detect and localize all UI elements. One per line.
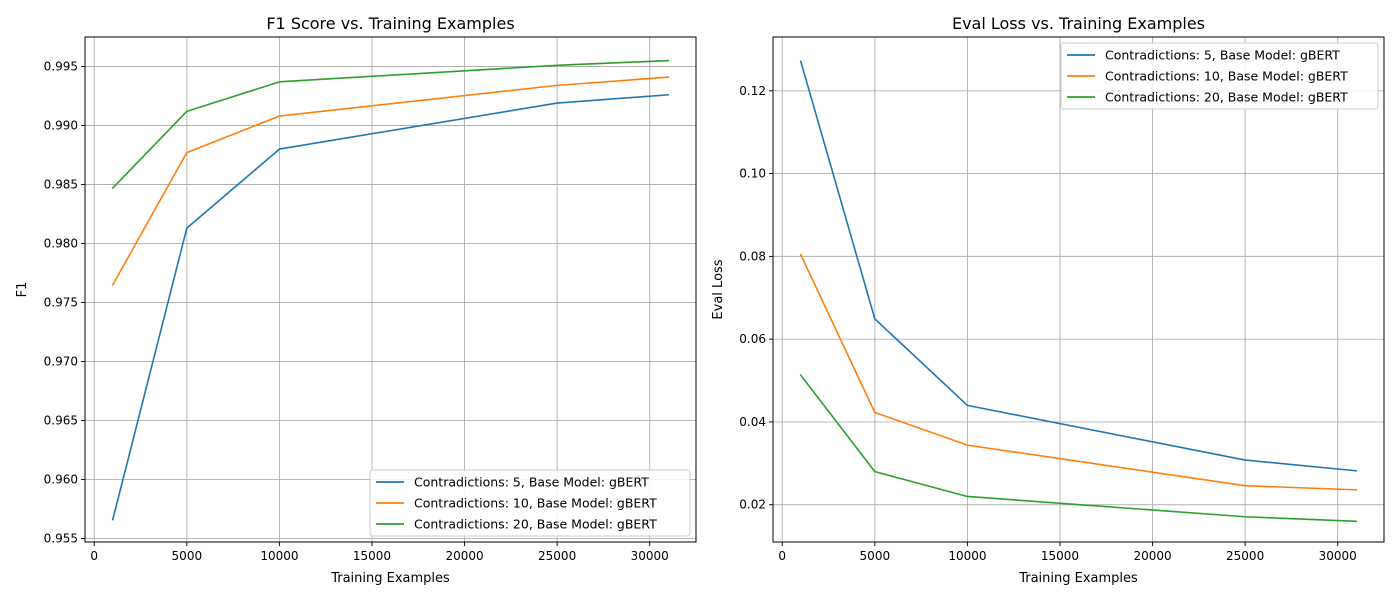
series-line-3 [111,59,670,190]
x-tick-label: 30000 [1319,549,1357,563]
x-tick-label: 20000 [1133,549,1171,563]
x-tick-label: 25000 [538,549,576,563]
legend-item: Contradictions: 20, Base Model: gBERT [1067,90,1348,105]
legend-label: Contradictions: 10, Base Model: gBERT [1105,69,1348,84]
legend-item: Contradictions: 10, Base Model: gBERT [1067,69,1348,84]
y-tick-label: 0.955 [44,531,78,545]
x-tick-label: 0 [90,549,98,563]
series-group [111,59,670,521]
x-tick-label: 0 [778,549,786,563]
series-line-2 [799,253,1358,491]
legend-item: Contradictions: 5, Base Model: gBERT [1067,48,1340,63]
y-tick-label: 0.10 [739,167,766,181]
legend-item: Contradictions: 20, Base Model: gBERT [376,517,657,532]
x-tick-label: 20000 [445,549,483,563]
legend-label: Contradictions: 20, Base Model: gBERT [414,517,657,532]
legend-label: Contradictions: 5, Base Model: gBERT [414,475,649,490]
legend-box [369,469,691,537]
x-axis-ticks: 0 5000 10000 15000 20000 25000 30000 [778,542,1357,563]
y-tick-label: 0.08 [739,249,766,263]
series-line-1 [111,93,670,521]
series-line-1 [799,60,1358,472]
y-axis-label: F1 [15,282,30,298]
y-tick-label: 0.970 [44,354,78,368]
legend-label: Contradictions: 5, Base Model: gBERT [1105,48,1340,63]
legend-item: Contradictions: 5, Base Model: gBERT [376,475,649,490]
y-tick-label: 0.12 [739,84,766,98]
x-tick-label: 10000 [260,549,298,563]
legend: Contradictions: 5, Base Model: gBERT Cont… [369,469,691,537]
legend-label: Contradictions: 10, Base Model: gBERT [414,496,657,511]
y-tick-label: 0.965 [44,413,78,427]
plot-frame [772,36,1385,543]
grid [773,37,1384,542]
plot-frame [84,36,697,543]
y-tick-label: 0.02 [739,498,766,512]
y-tick-label: 0.995 [44,59,78,73]
y-axis-label: Eval Loss [711,259,726,319]
y-tick-label: 0.980 [44,236,78,250]
y-tick-label: 0.985 [44,177,78,191]
f1-score-chart: F1 Score vs. Training Examples Training … [15,14,697,586]
legend: Contradictions: 5, Base Model: gBERT Cont… [1060,42,1379,110]
x-axis-label: Training Examples [330,571,450,586]
x-tick-label: 10000 [948,549,986,563]
grid [85,37,696,542]
y-tick-label: 0.975 [44,295,78,309]
x-tick-label: 15000 [353,549,391,563]
series-line-2 [111,76,670,286]
y-axis-ticks: 0.955 0.960 0.965 0.970 0.975 0.980 0.985 0.990… [44,59,85,545]
x-tick-label: 15000 [1041,549,1079,563]
y-tick-label: 0.06 [739,332,766,346]
x-tick-label: 30000 [631,549,669,563]
x-axis-label: Training Examples [1018,571,1138,586]
x-tick-label: 5000 [860,549,891,563]
legend-label: Contradictions: 20, Base Model: gBERT [1105,90,1348,105]
chart-title: F1 Score vs. Training Examples [266,14,514,33]
x-tick-label: 25000 [1226,549,1264,563]
chart-title: Eval Loss vs. Training Examples [952,14,1205,33]
y-tick-label: 0.960 [44,472,78,486]
legend-box [1060,42,1379,110]
y-axis-ticks: 0.02 0.04 0.06 0.08 0.10 0.12 [739,84,773,512]
eval-loss-chart: Eval Loss vs. Training Examples Training… [711,14,1385,586]
series-group [799,60,1358,523]
legend-item: Contradictions: 10, Base Model: gBERT [376,496,657,511]
series-line-3 [799,374,1358,523]
y-tick-label: 0.990 [44,118,78,132]
x-tick-label: 5000 [172,549,203,563]
x-axis-ticks: 0 5000 10000 15000 20000 25000 30000 [90,542,669,563]
y-tick-label: 0.04 [739,415,766,429]
